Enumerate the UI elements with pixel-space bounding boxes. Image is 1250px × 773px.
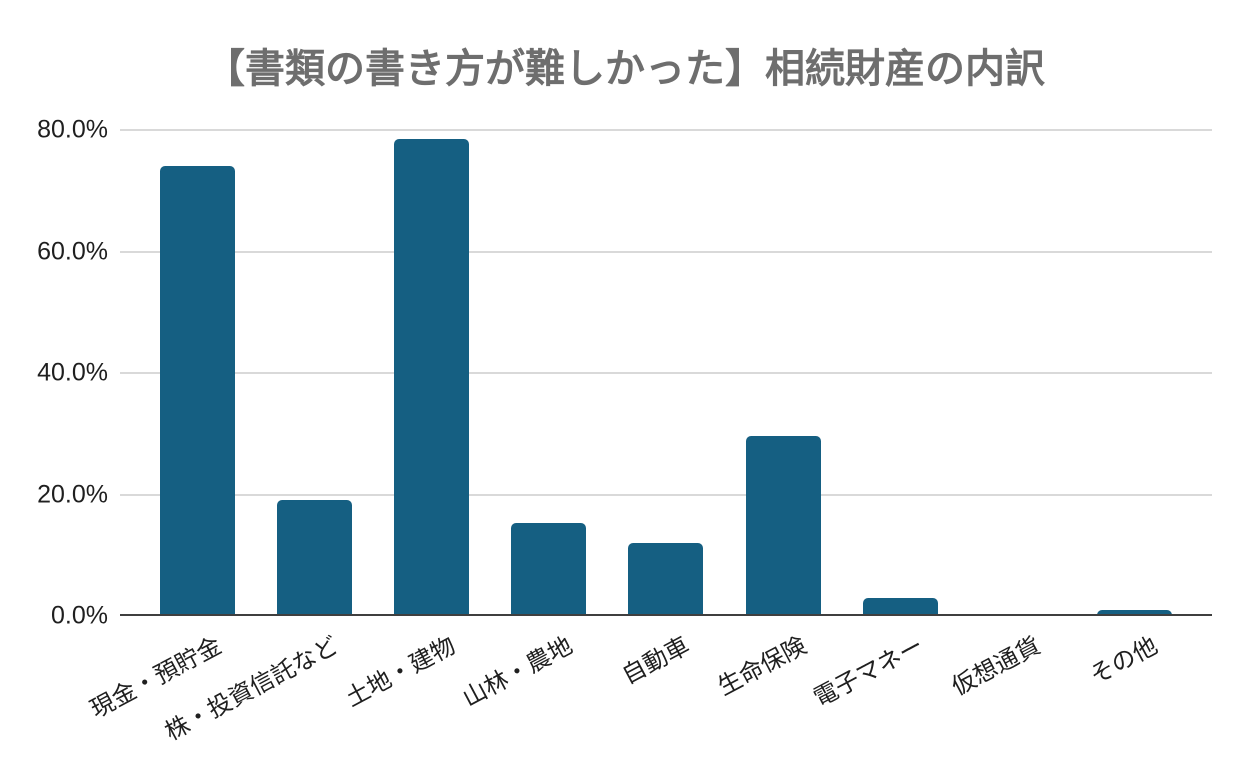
bar-series xyxy=(139,130,1193,615)
x-axis-label: 電子マネー xyxy=(809,632,929,713)
x-axis-label: 仮想通貨 xyxy=(947,632,1046,702)
bar-band-1 xyxy=(139,130,256,615)
y-tick-label: 80.0% xyxy=(37,115,108,144)
bar-7 xyxy=(862,598,938,615)
x-axis-label: その他 xyxy=(1086,632,1163,690)
x-axis-label: 土地・建物 xyxy=(341,632,460,713)
bar-2 xyxy=(277,499,353,615)
bar-band-6 xyxy=(725,130,842,615)
bar-5 xyxy=(628,543,704,615)
y-axis: 80.0% 60.0% 40.0% 20.0% 0.0% xyxy=(0,116,108,630)
x-axis-line xyxy=(120,614,1212,616)
y-tick-label: 20.0% xyxy=(37,480,108,508)
bar-6 xyxy=(745,435,821,615)
gridline xyxy=(120,250,1212,253)
bar-band-5 xyxy=(607,130,724,615)
bar-band-3 xyxy=(373,130,490,615)
bar-band-4 xyxy=(490,130,607,615)
bar-3 xyxy=(394,139,470,615)
plot-area xyxy=(120,129,1212,616)
gridline xyxy=(120,372,1212,374)
bar-4 xyxy=(511,522,587,615)
gridline xyxy=(120,493,1212,496)
x-axis-labels: 現金・預貯金 株・投資信託など 土地・建物 山林・農地 自動車 生命保険 電子マネー 仮想通貨… xyxy=(86,618,1193,768)
gridline xyxy=(120,129,1212,131)
bar-band-8 xyxy=(959,130,1076,615)
bar-9 xyxy=(1096,609,1172,615)
bar-1 xyxy=(160,166,236,615)
y-tick-label: 40.0% xyxy=(37,358,108,387)
bar-band-9 xyxy=(1076,130,1193,615)
bar-band-7 xyxy=(842,130,959,615)
bar-band-2 xyxy=(256,130,373,615)
y-tick-label: 0.0% xyxy=(51,601,108,630)
x-axis-label: 自動車 xyxy=(617,632,694,690)
chart-title: 【書類の書き方が難しかった】相続財産の内訳 xyxy=(205,47,1045,91)
y-tick-label: 60.0% xyxy=(37,237,108,265)
x-axis-label: 山林・農地 xyxy=(458,632,577,713)
x-axis-label: 生命保険 xyxy=(713,632,812,702)
